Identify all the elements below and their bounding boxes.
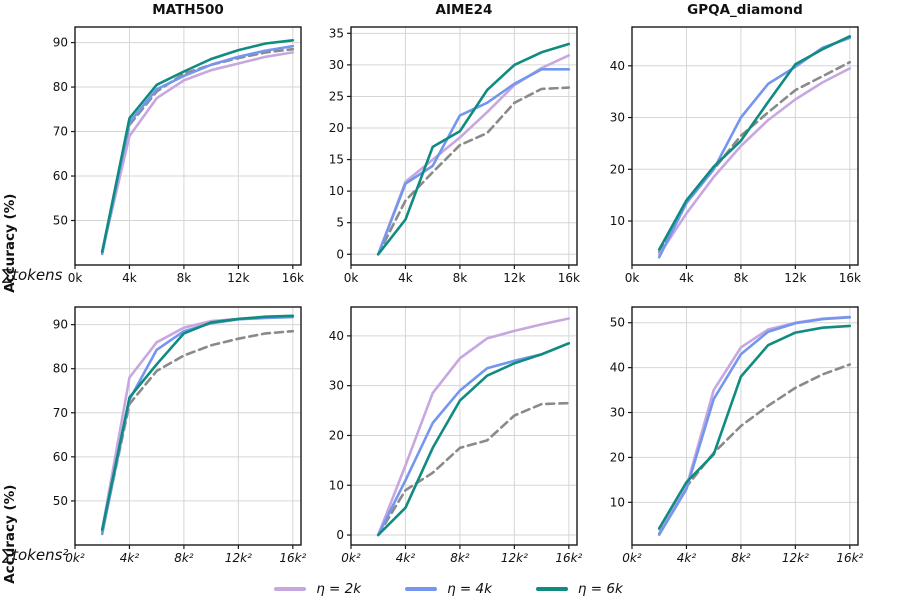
chart-cell-math500-tokens-squared: 0k² 4k² 8k² 12k² 16k² 50 60 70 80 90	[41, 302, 313, 568]
svg-text:5: 5	[336, 216, 344, 230]
legend: η = 2k η = 4k η = 6k	[0, 576, 897, 598]
chart-aime24-vs-tokens: 0k 4k 8k 12k 16k 0 5 10 15 20 25 30 35	[329, 26, 580, 285]
svg-text:0: 0	[336, 528, 344, 542]
svg-text:50: 50	[53, 494, 68, 508]
svg-text:8k²: 8k²	[174, 551, 194, 565]
svg-text:4k: 4k	[398, 271, 413, 285]
svg-text:10: 10	[610, 495, 625, 509]
svg-text:12k²: 12k²	[782, 551, 809, 565]
svg-text:16k²: 16k²	[836, 551, 863, 565]
chart-math500-vs-tokens-squared: 0k² 4k² 8k² 12k² 16k² 50 60 70 80 90	[53, 306, 307, 565]
svg-text:35: 35	[329, 26, 344, 40]
svg-text:30: 30	[610, 111, 625, 125]
svg-text:0k²: 0k²	[622, 551, 642, 565]
svg-text:80: 80	[53, 362, 68, 376]
y-axis-label-accuracy: Accuracy (%)	[2, 484, 18, 584]
svg-text:70: 70	[53, 406, 68, 420]
svg-text:12k: 12k	[503, 271, 525, 285]
svg-text:40: 40	[610, 59, 625, 73]
svg-text:4k: 4k	[122, 271, 137, 285]
svg-text:40: 40	[610, 361, 625, 375]
svg-text:4k²: 4k²	[396, 551, 416, 565]
svg-text:60: 60	[53, 169, 68, 183]
svg-text:8k: 8k	[734, 271, 749, 285]
chart-title-gpqa-diamond: GPQA_diamond	[687, 2, 803, 18]
svg-text:12k: 12k	[227, 271, 249, 285]
svg-text:0k: 0k	[68, 271, 83, 285]
svg-text:16k: 16k	[839, 271, 861, 285]
svg-text:16k: 16k	[282, 271, 304, 285]
legend-line-swatch-eta-4k	[405, 587, 438, 591]
svg-text:20: 20	[610, 450, 625, 464]
svg-text:8k²: 8k²	[731, 551, 751, 565]
legend-item-eta-6k: η = 6k	[535, 581, 623, 597]
chart-gpqa-diamond-vs-tokens-squared: 0k² 4k² 8k² 12k² 16k² 10 20 30 40 50	[610, 306, 864, 565]
legend-item-eta-4k: η = 4k	[405, 581, 492, 597]
svg-text:0k: 0k	[625, 271, 640, 285]
svg-text:16k²: 16k²	[555, 551, 582, 565]
x-axis-label-sum-tokens-squared: ∑tokens²	[2, 546, 69, 564]
svg-text:90: 90	[53, 36, 68, 50]
svg-text:80: 80	[53, 80, 68, 94]
legend-label-eta-4k: η = 4k	[447, 581, 492, 597]
chart-cell-math500-tokens: MATH500 0k 4k 8k 12k 16k 50 60 70 80 90	[41, 0, 313, 288]
svg-text:4k: 4k	[679, 271, 694, 285]
svg-text:60: 60	[53, 450, 68, 464]
svg-text:70: 70	[53, 125, 68, 139]
svg-text:8k: 8k	[453, 271, 468, 285]
svg-text:10: 10	[610, 214, 625, 228]
svg-text:30: 30	[329, 58, 344, 72]
svg-text:30: 30	[610, 406, 625, 420]
svg-text:20: 20	[329, 428, 344, 442]
svg-text:8k: 8k	[177, 271, 192, 285]
svg-text:15: 15	[329, 153, 344, 167]
x-axis-label-sum-tokens: ∑tokens	[2, 266, 63, 284]
svg-text:16k²: 16k²	[279, 551, 306, 565]
svg-text:16k: 16k	[558, 271, 580, 285]
chart-cell-aime24-tokens: AIME24 0k 4k 8k 12k 16k 0 5 10 15 20 25 30 35	[317, 0, 589, 288]
chart-math500-vs-tokens: 0k 4k 8k 12k 16k 50 60 70 80 90	[53, 26, 304, 285]
svg-text:0k²: 0k²	[341, 551, 361, 565]
svg-text:25: 25	[329, 89, 344, 103]
svg-text:10: 10	[329, 184, 344, 198]
chart-cell-gpqa-tokens-squared: 0k² 4k² 8k² 12k² 16k² 10 20 30 40 50	[598, 302, 870, 568]
svg-text:4k²: 4k²	[120, 551, 140, 565]
chart-row-tokens-squared: Accuracy (%) 0k² 4k² 8k² 12k² 16k² 50 60 70 80 90…	[0, 302, 897, 584]
svg-text:40: 40	[329, 329, 344, 343]
y-axis-gutter: Accuracy (%)	[0, 0, 41, 293]
legend-line-swatch-eta-2k	[274, 587, 307, 591]
svg-text:50: 50	[610, 316, 625, 330]
chart-aime24-vs-tokens-squared: 0k² 4k² 8k² 12k² 16k² 0 10 20 30 40	[329, 306, 583, 565]
svg-text:0: 0	[336, 247, 344, 261]
svg-text:20: 20	[610, 162, 625, 176]
svg-text:12k: 12k	[784, 271, 806, 285]
chart-title-aime24: AIME24	[435, 2, 493, 18]
svg-text:90: 90	[53, 318, 68, 332]
legend-line-swatch-eta-6k	[535, 587, 568, 591]
chart-title-math500: MATH500	[152, 2, 224, 18]
chart-row-tokens: Accuracy (%) MATH500 0k 4k 8k 12k 16k 50 60 70 8…	[0, 0, 897, 293]
svg-text:10: 10	[329, 478, 344, 492]
legend-item-eta-2k: η = 2k	[274, 581, 361, 597]
svg-text:12k²: 12k²	[225, 551, 252, 565]
chart-cell-aime24-tokens-squared: 0k² 4k² 8k² 12k² 16k² 0 10 20 30 40	[317, 302, 589, 568]
chart-cell-gpqa-tokens: GPQA_diamond 0k 4k 8k 12k 16k 10 20 30 40	[598, 0, 870, 288]
svg-text:8k²: 8k²	[450, 551, 470, 565]
chart-gpqa-diamond-vs-tokens: 0k 4k 8k 12k 16k 10 20 30 40	[610, 26, 861, 285]
svg-text:50: 50	[53, 214, 68, 228]
y-axis-gutter: Accuracy (%)	[0, 302, 41, 584]
svg-text:4k²: 4k²	[677, 551, 697, 565]
svg-text:30: 30	[329, 379, 344, 393]
svg-text:20: 20	[329, 121, 344, 135]
legend-label-eta-6k: η = 6k	[577, 581, 623, 597]
svg-text:0k²: 0k²	[65, 551, 85, 565]
legend-label-eta-2k: η = 2k	[316, 581, 362, 597]
svg-text:12k²: 12k²	[501, 551, 528, 565]
svg-text:0k: 0k	[344, 271, 359, 285]
